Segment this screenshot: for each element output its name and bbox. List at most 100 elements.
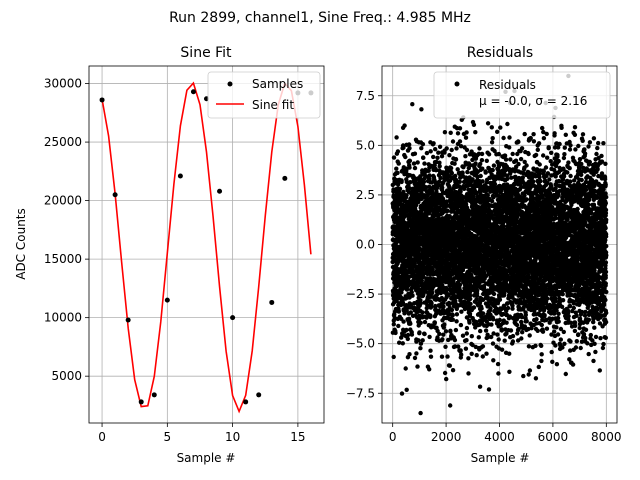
residual-point: [490, 136, 495, 141]
residual-point: [464, 331, 469, 336]
residual-point: [502, 153, 508, 158]
sample-point: [164, 297, 170, 303]
residual-point: [427, 176, 432, 182]
residual-point: [407, 146, 412, 151]
sample-point: [256, 392, 262, 398]
residual-point: [404, 193, 409, 198]
residual-point: [418, 301, 423, 306]
residual-point: [445, 208, 450, 213]
legend-samples-marker: [227, 81, 233, 87]
residual-point: [429, 290, 435, 295]
residual-point: [480, 344, 486, 349]
residual-point: [460, 333, 466, 338]
residual-point: [424, 214, 429, 219]
residual-point: [409, 289, 414, 295]
right-chart: Residuals 0 2000 4000 6000 8000 −7.5−5.0−2.5…: [346, 45, 622, 465]
residual-point: [443, 344, 448, 349]
residual-point: [407, 142, 412, 147]
left-axes-frame: [88, 65, 325, 424]
right-plot-area: [390, 73, 609, 416]
sample-point: [230, 315, 236, 321]
residual-point: [453, 173, 458, 179]
residual-point: [463, 154, 468, 159]
residual-point: [422, 319, 428, 325]
residual-point: [391, 322, 396, 327]
residual-point: [484, 351, 489, 356]
residual-point: [510, 303, 515, 308]
residual-point: [403, 366, 408, 371]
residual-point: [457, 282, 463, 287]
residual-point: [410, 293, 415, 298]
residual-point: [454, 319, 459, 324]
residual-point: [417, 330, 422, 335]
residual-point: [403, 154, 408, 160]
residual-point: [495, 361, 501, 367]
residual-point: [489, 198, 495, 204]
residual-point: [445, 354, 450, 359]
residual-point: [458, 322, 464, 328]
figure-suptitle: Run 2899, channel1, Sine Freq.: 4.985 MH…: [169, 10, 471, 26]
residual-point: [454, 312, 460, 317]
residual-point: [491, 163, 497, 168]
residual-point: [457, 184, 462, 189]
residual-point: [450, 313, 455, 318]
legend-sine-fit-label: Sine fit: [252, 98, 294, 112]
residual-point: [448, 130, 453, 135]
residual-point: [412, 165, 418, 171]
residual-point: [420, 310, 425, 315]
residual-point: [495, 129, 500, 134]
residual-point: [479, 158, 485, 163]
residual-point: [457, 179, 462, 184]
residual-point: [489, 322, 494, 327]
residual-point: [412, 151, 418, 156]
residual-point: [480, 179, 485, 184]
residual-point: [486, 387, 492, 392]
residual-point: [420, 142, 426, 147]
sample-point: [151, 392, 157, 398]
residual-point: [394, 135, 399, 140]
residual-point: [405, 332, 411, 338]
residual-point: [397, 340, 402, 345]
residual-point: [436, 150, 441, 155]
residual-point: [437, 144, 443, 149]
residual-point: [480, 311, 486, 316]
residual-point: [458, 144, 464, 149]
residual-point: [471, 122, 477, 128]
residual-point: [397, 186, 403, 191]
residual-point: [396, 161, 401, 166]
x-tick-label: 10: [225, 430, 240, 444]
residual-point: [510, 333, 516, 339]
residual-point: [444, 199, 449, 204]
residual-point: [453, 263, 458, 268]
residual-point: [460, 170, 465, 175]
residual-point: [485, 294, 490, 300]
residual-point: [404, 327, 409, 333]
residual-point: [412, 355, 418, 361]
residual-point: [442, 322, 447, 327]
residual-point: [431, 154, 436, 160]
residual-point: [521, 373, 526, 379]
residual-point: [449, 147, 454, 153]
residual-point: [449, 170, 454, 176]
residual-point: [410, 102, 415, 107]
residual-point: [419, 278, 424, 283]
left-grid: [89, 66, 324, 423]
residual-point: [418, 410, 423, 416]
residual-point: [420, 338, 425, 343]
sample-point: [125, 317, 131, 323]
residual-point: [447, 153, 452, 158]
residual-point: [405, 336, 410, 342]
residual-point: [418, 346, 423, 351]
residual-point: [422, 161, 427, 166]
residual-point: [468, 301, 473, 307]
y-tick-label: 5000: [51, 369, 82, 383]
residual-point: [519, 146, 525, 151]
residual-point: [444, 146, 449, 151]
residual-point: [400, 286, 405, 291]
residual-point: [401, 145, 406, 150]
residual-point: [518, 156, 524, 162]
residual-point: [458, 348, 463, 353]
residual-point: [510, 151, 515, 157]
left-x-ticks: 0 5 10 15: [98, 423, 306, 444]
